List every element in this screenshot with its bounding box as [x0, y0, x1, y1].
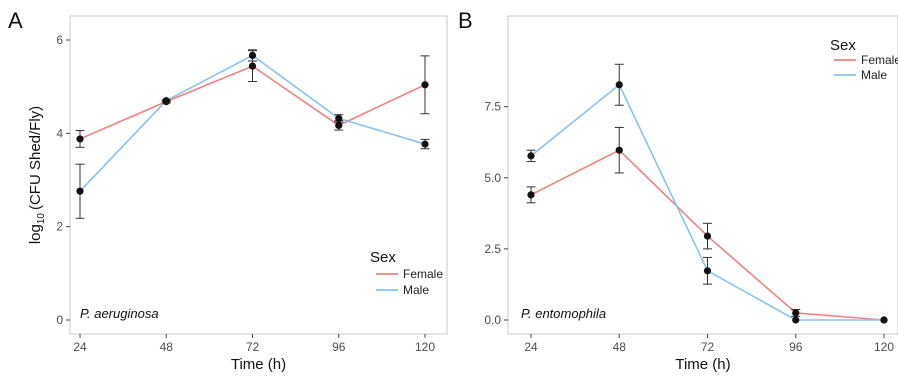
- legend-label-male: Male: [861, 68, 887, 82]
- data-point-female: [335, 121, 343, 129]
- data-point-female: [792, 309, 800, 317]
- legend: Sex Female Male: [370, 249, 443, 297]
- y-tick-label: 6: [56, 33, 63, 47]
- y-axis-title-prefix: log: [27, 224, 44, 244]
- legend-label-female: Female: [861, 53, 898, 67]
- x-tick-label: 72: [701, 340, 715, 354]
- data-point-female: [703, 232, 712, 240]
- data-point-male: [248, 51, 257, 60]
- x-tick-label: 48: [613, 340, 627, 354]
- y-tick-label: 2: [56, 220, 63, 234]
- legend-label-female: Female: [403, 267, 443, 281]
- data-point-male: [527, 152, 535, 160]
- panel-letter: B: [458, 8, 473, 33]
- legend-title: Sex: [830, 37, 856, 54]
- y-tick-label: 0.0: [484, 313, 501, 327]
- y-axis-title-subscript: 10: [36, 213, 47, 225]
- y-tick-label: 7.5: [484, 100, 501, 114]
- data-point-female: [527, 191, 535, 199]
- data-point-male: [615, 81, 623, 89]
- panel-border: [507, 15, 898, 335]
- data-point-female: [421, 81, 429, 89]
- y-tick-label: 5.0: [484, 171, 501, 185]
- data-point-female: [248, 62, 257, 70]
- x-tick-label: 48: [160, 340, 174, 354]
- data-point-female: [615, 146, 623, 154]
- species-label: P. entomophila: [521, 306, 606, 321]
- x-tick-label: 72: [246, 340, 260, 354]
- species-label: P. aeruginosa: [80, 306, 159, 321]
- panel-letter: A: [8, 8, 23, 33]
- series-line-male: [530, 83, 884, 321]
- data-point-male: [162, 97, 170, 105]
- x-tick-label: 24: [524, 340, 538, 354]
- x-tick-label: 120: [415, 340, 435, 354]
- data-point-male: [792, 316, 800, 324]
- legend-label-male: Male: [403, 283, 429, 297]
- panel-border: [69, 15, 448, 335]
- x-tick-label: 96: [332, 340, 346, 354]
- x-tick-label: 120: [874, 340, 894, 354]
- y-tick-label: 4: [56, 126, 63, 140]
- data-point-female: [76, 135, 84, 143]
- y-tick-label: 2.5: [484, 242, 501, 256]
- x-axis-title: Time (h): [231, 356, 286, 373]
- y-tick-label: 0: [56, 313, 63, 327]
- legend-title: Sex: [370, 249, 396, 266]
- y-axis-title: log10 (CFU Shed/Fly): [27, 106, 47, 244]
- panel-b: B 0.0 2.5 5.0 7.5 24 48 72 96 120 Time (h) P. entom…: [458, 8, 898, 373]
- data-point-male: [76, 187, 84, 195]
- data-point-male: [421, 140, 429, 148]
- y-axis-title-rest: (CFU Shed/Fly): [27, 106, 44, 210]
- x-tick-label: 24: [73, 340, 87, 354]
- data-point-male: [335, 114, 343, 122]
- data-point-male: [880, 316, 888, 324]
- x-tick-label: 96: [789, 340, 803, 354]
- x-axis-title: Time (h): [675, 356, 730, 373]
- data-point-male: [703, 267, 712, 275]
